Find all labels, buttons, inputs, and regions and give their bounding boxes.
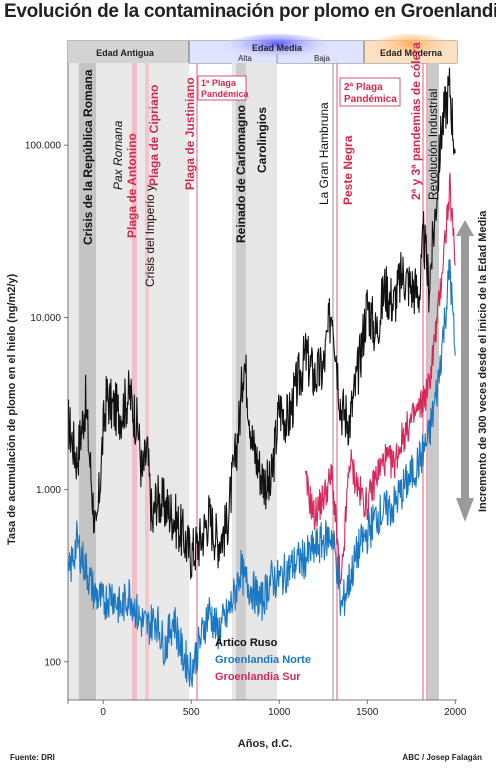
- x-tick-label: 1500: [356, 707, 379, 718]
- band-crisis-republic: [79, 63, 96, 700]
- event-black-death: Peste Negra: [341, 135, 355, 205]
- y-axis-label: Tasa de acumulación de plomo en el hielo…: [6, 273, 18, 545]
- box-first-plague-line2: Pandémica: [201, 89, 250, 99]
- era-high-label: Alta: [238, 54, 252, 63]
- legend-arctic-russia: Ártico Ruso: [215, 636, 278, 649]
- event-republic-crisis: Crisis de la República Romana: [81, 69, 95, 245]
- event-justinian-plague: Plaga de Justiniano: [183, 77, 197, 190]
- x-tick-label: 1000: [268, 707, 291, 718]
- box-second-plague-line1: 2ª Plaga: [344, 82, 383, 93]
- era-ancient-band: [68, 41, 189, 63]
- line-cyprian-plague: [145, 63, 149, 700]
- legend-south-greenland: Groenlandia Sur: [215, 671, 301, 683]
- series-line-arctic-russia: [67, 67, 456, 580]
- y-tick-label: 10.000: [30, 313, 61, 324]
- event-imperial-crisis: Crisis del Imperio y: [143, 185, 157, 287]
- event-cholera: 2ª y 3ª pandemias de cólera: [409, 42, 423, 200]
- series-line-south-greenland: [305, 172, 456, 585]
- series-line-north-greenland: [67, 259, 456, 688]
- era-modern-glow: [366, 34, 456, 66]
- event-industrial-revolution: Revolución Industrial: [426, 89, 440, 200]
- box-first-plague: [197, 75, 247, 101]
- legend-north-greenland: Groenlandia Norte: [215, 654, 311, 666]
- credit-note: ABC / Josep Falagán: [402, 753, 482, 762]
- era-low-label: Baja: [314, 54, 331, 63]
- event-cyprian-plague: Plaga de Cipriano: [147, 85, 161, 186]
- y-tick-label: 100.000: [25, 141, 62, 152]
- x-tick-label: 0: [100, 707, 106, 718]
- source-note: Fuente: DRI: [10, 753, 55, 762]
- x-tick-label: 2000: [444, 707, 467, 718]
- event-antonine-plague: Plaga de Antonino: [125, 133, 139, 238]
- event-pax-romana: Pax Romana: [111, 120, 125, 190]
- y-tick-label: 1.000: [36, 485, 61, 496]
- event-great-famine: La Gran Hambruna: [317, 102, 331, 205]
- line-antonine-plague: [132, 63, 137, 700]
- increase-note: Incremento de 300 veces desde el inicio …: [477, 210, 489, 512]
- era-ancient-label: Edad Antigua: [96, 48, 155, 58]
- increase-arrow: [456, 220, 474, 522]
- box-first-plague-line1: 1ª Plaga: [201, 78, 237, 88]
- band-industrial: [428, 63, 439, 700]
- event-carolingians: Carolingios: [255, 107, 269, 173]
- x-tick-label: 500: [183, 707, 200, 718]
- era-modern-label: Edad Moderna: [380, 48, 443, 58]
- era-medieval-glow: [217, 34, 337, 66]
- event-charlemagne: Reinado de Carlomagno: [234, 105, 248, 243]
- era-medieval-label: Edad Media: [252, 43, 303, 53]
- x-axis-label: Años, d.C.: [238, 738, 292, 750]
- page-title: Evolución de la contaminación por plomo …: [4, 1, 496, 22]
- y-tick-label: 100: [44, 657, 61, 668]
- box-second-plague: [339, 77, 401, 107]
- box-second-plague-line2: Pandémica: [344, 94, 397, 105]
